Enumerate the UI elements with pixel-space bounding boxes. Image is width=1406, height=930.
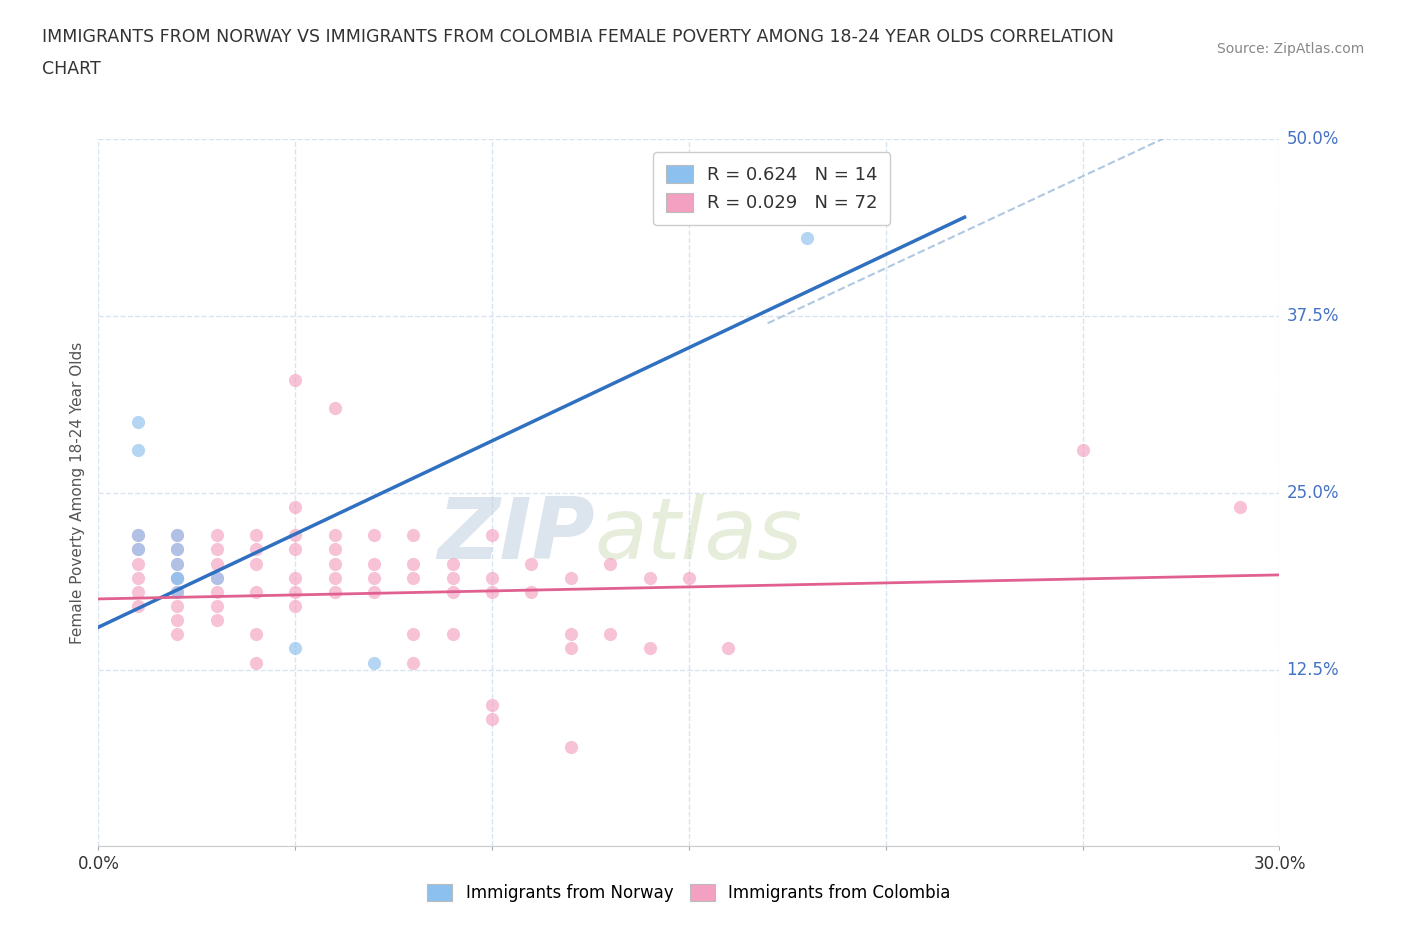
Point (323, 528, 346, 543)
Point (127, 584, 149, 599)
Point (560, 627, 582, 642)
Point (481, 711, 503, 726)
Point (245, 655, 267, 670)
Point (166, 584, 188, 599)
Point (481, 584, 503, 599)
Point (166, 570, 188, 585)
Point (363, 584, 385, 599)
Point (284, 584, 307, 599)
Point (127, 528, 149, 543)
Point (520, 556, 543, 571)
Point (284, 542, 307, 557)
Text: Source: ZipAtlas.com: Source: ZipAtlas.com (1216, 42, 1364, 56)
Point (127, 556, 149, 571)
Point (402, 528, 425, 543)
Point (363, 570, 385, 585)
Point (1071, 443, 1094, 458)
Point (166, 542, 188, 557)
Text: ZIP: ZIP (437, 494, 595, 577)
Point (205, 613, 228, 628)
Point (481, 570, 503, 585)
Point (678, 570, 700, 585)
Point (127, 570, 149, 585)
Point (127, 528, 149, 543)
Point (717, 641, 740, 656)
Point (166, 556, 188, 571)
Point (441, 584, 464, 599)
Point (245, 584, 267, 599)
Point (638, 641, 661, 656)
Point (363, 556, 385, 571)
Point (127, 542, 149, 557)
Point (441, 627, 464, 642)
Point (205, 542, 228, 557)
Point (560, 641, 582, 656)
Point (599, 627, 621, 642)
Point (205, 599, 228, 614)
Text: 50.0%: 50.0% (1286, 130, 1339, 149)
Y-axis label: Female Poverty Among 18-24 Year Olds: Female Poverty Among 18-24 Year Olds (70, 342, 86, 644)
Point (205, 570, 228, 585)
Point (166, 570, 188, 585)
Point (402, 655, 425, 670)
Point (402, 556, 425, 571)
Point (245, 542, 267, 557)
Point (166, 570, 188, 585)
Point (127, 443, 149, 458)
Point (127, 599, 149, 614)
Point (796, 231, 818, 246)
Point (481, 698, 503, 712)
Point (284, 499, 307, 514)
Point (520, 584, 543, 599)
Point (166, 542, 188, 557)
Text: atlas: atlas (595, 494, 803, 577)
Legend: Immigrants from Norway, Immigrants from Colombia: Immigrants from Norway, Immigrants from … (420, 877, 957, 909)
Point (560, 740, 582, 755)
Text: IMMIGRANTS FROM NORWAY VS IMMIGRANTS FROM COLOMBIA FEMALE POVERTY AMONG 18-24 YE: IMMIGRANTS FROM NORWAY VS IMMIGRANTS FRO… (42, 28, 1114, 46)
Point (599, 556, 621, 571)
Point (166, 556, 188, 571)
Point (245, 528, 267, 543)
Point (205, 556, 228, 571)
Point (402, 627, 425, 642)
Point (166, 528, 188, 543)
Point (441, 556, 464, 571)
Point (284, 528, 307, 543)
Point (323, 584, 346, 599)
Point (560, 570, 582, 585)
Text: CHART: CHART (42, 60, 101, 78)
Point (127, 415, 149, 430)
Text: 12.5%: 12.5% (1286, 660, 1339, 679)
Point (205, 584, 228, 599)
Point (363, 655, 385, 670)
Point (205, 528, 228, 543)
Text: 37.5%: 37.5% (1286, 307, 1339, 326)
Point (205, 570, 228, 585)
Point (1229, 499, 1251, 514)
Point (166, 627, 188, 642)
Point (284, 372, 307, 387)
Point (245, 627, 267, 642)
Point (638, 570, 661, 585)
Point (323, 401, 346, 416)
Point (323, 556, 346, 571)
Text: 25.0%: 25.0% (1286, 484, 1339, 502)
Point (323, 542, 346, 557)
Point (284, 599, 307, 614)
Point (166, 584, 188, 599)
Point (402, 570, 425, 585)
Point (481, 528, 503, 543)
Point (166, 613, 188, 628)
Point (323, 570, 346, 585)
Point (127, 542, 149, 557)
Point (166, 599, 188, 614)
Point (284, 641, 307, 656)
Point (284, 570, 307, 585)
Point (245, 556, 267, 571)
Point (166, 528, 188, 543)
Point (363, 528, 385, 543)
Point (441, 570, 464, 585)
